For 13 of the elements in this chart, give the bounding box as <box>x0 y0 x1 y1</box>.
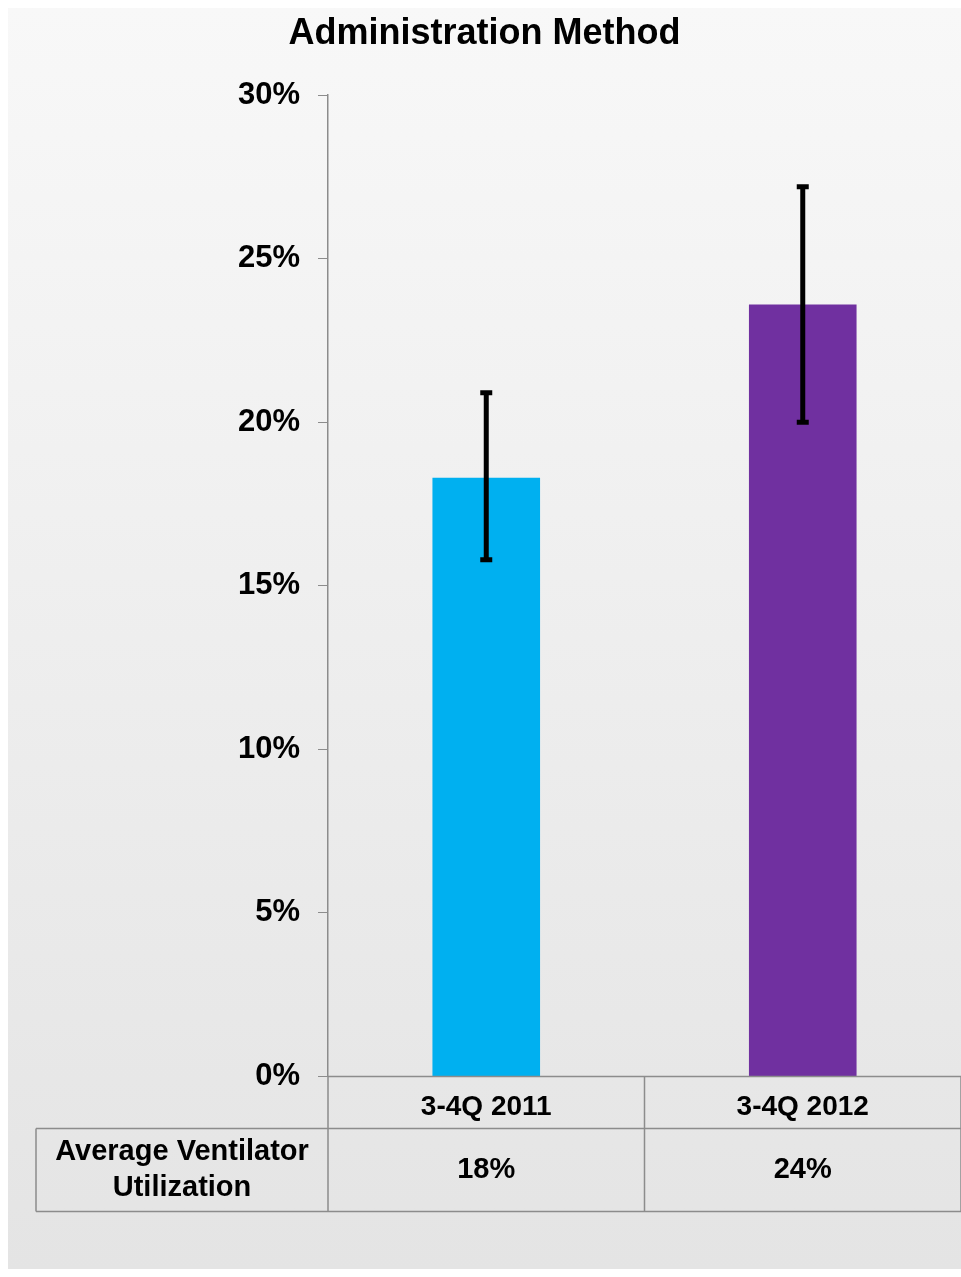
y-tick-label: 25% <box>237 239 300 275</box>
y-tick-label: 10% <box>237 729 300 765</box>
y-tick-label: 5% <box>255 893 300 929</box>
y-tick-label: 15% <box>237 566 300 602</box>
data-label: 24% <box>773 1151 832 1184</box>
y-tick-label: 0% <box>255 1056 300 1092</box>
y-tick-label: 20% <box>237 402 300 438</box>
x-tick-label: 3-4Q 2011 <box>420 1089 552 1121</box>
text: Average Ventilator Utilization <box>55 1133 309 1202</box>
y-tick-label: 30% <box>237 75 300 111</box>
x-tick-label: 3-4Q 2012 <box>736 1089 869 1121</box>
chart-title: Administration Method <box>288 10 681 52</box>
data-label: 18% <box>457 1151 516 1184</box>
